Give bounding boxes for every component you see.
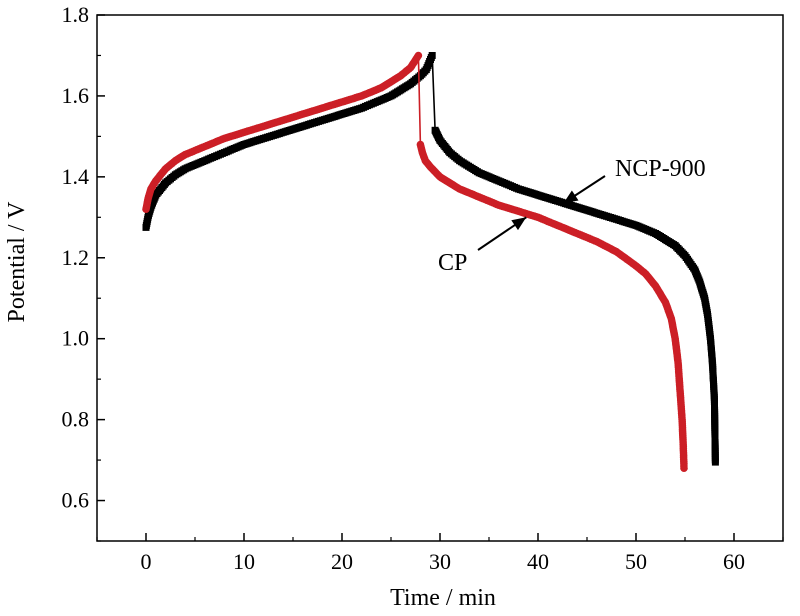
y-tick-label: 1.8 [62, 2, 90, 27]
point-cp [680, 464, 688, 473]
annotation-cp: CP [438, 250, 467, 276]
point-cp [414, 51, 423, 60]
annotation-layer: NCP-900 CP [438, 156, 706, 276]
point-ncp900 [428, 52, 436, 59]
arrow-ncp900-head [563, 190, 579, 204]
point-ncp900 [711, 458, 719, 466]
y-tick-label: 1.4 [62, 164, 90, 189]
series-layer [142, 51, 719, 473]
y-tick-label: 1.0 [62, 326, 90, 351]
arrow-cp-head [511, 217, 527, 231]
x-tick-label: 40 [527, 549, 549, 574]
x-tick-label: 0 [141, 549, 152, 574]
x-axis-title: Time / min [390, 585, 496, 611]
series-ncp900 [142, 52, 719, 466]
y-tick-label: 1.6 [62, 83, 90, 108]
y-tick-label: 1.2 [62, 245, 90, 270]
x-tick-label: 60 [723, 549, 745, 574]
x-tick-label: 30 [429, 549, 451, 574]
x-tick-label: 20 [331, 549, 353, 574]
x-tick-label: 10 [233, 549, 255, 574]
series-cp [142, 51, 688, 473]
x-tick-label: 50 [625, 549, 647, 574]
y-axis-title: Potential / V [4, 201, 30, 323]
annotation-ncp900: NCP-900 [615, 156, 706, 182]
y-tick-label: 0.8 [62, 407, 90, 432]
y-tick-label: 0.6 [62, 488, 90, 513]
series-line-cp [145, 52, 685, 469]
axis-ticks: 0 10 20 30 40 50 60 0.6 0.8 1.0 1.2 1.4 1.6 1.8 [62, 2, 784, 574]
